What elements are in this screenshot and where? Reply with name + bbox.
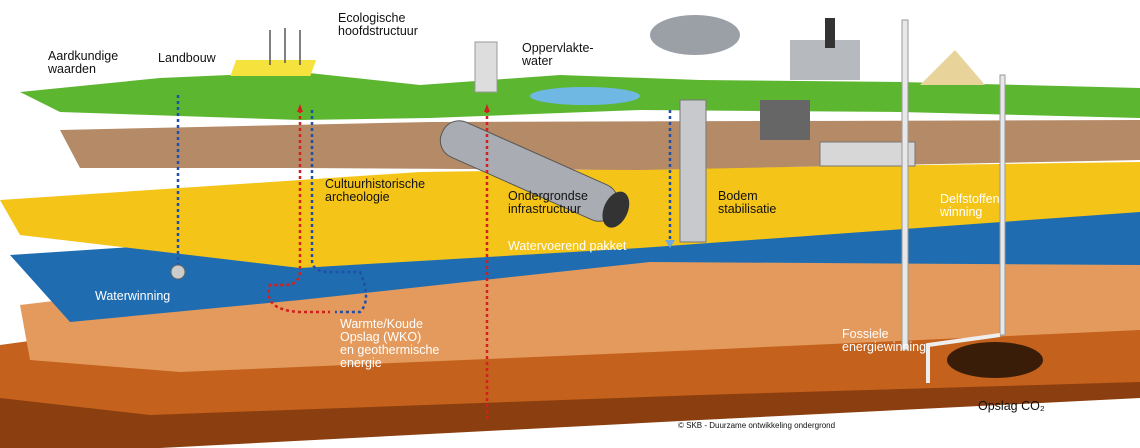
co2-reservoir <box>947 342 1043 378</box>
credit: © SKB - Duurzame ontwikkeling ondergrond <box>678 421 835 430</box>
label-line: archeologie <box>325 190 390 204</box>
label: Watervoerend pakket <box>508 239 627 253</box>
quarry-heap <box>920 50 985 85</box>
church <box>475 42 497 92</box>
well-end <box>171 265 185 279</box>
label-line: Ondergrondse <box>508 189 588 203</box>
label-line: winning <box>939 205 982 219</box>
label-line: Landbouw <box>158 51 217 65</box>
foundation <box>760 100 810 140</box>
label-line: water <box>521 54 553 68</box>
well-pipe <box>902 20 908 350</box>
label: Landbouw <box>158 51 217 65</box>
label-line: Ecologische <box>338 11 405 25</box>
label-line: Fossiele <box>842 327 889 341</box>
label-line: en geothermische <box>340 343 439 357</box>
label: Waterwinning <box>95 289 170 303</box>
label-line: Bodem <box>718 189 758 203</box>
label-line: Opslag CO₂ <box>978 399 1045 413</box>
label-line: hoofdstructuur <box>338 24 418 38</box>
label-line: Opslag (WKO) <box>340 330 421 344</box>
label-line: stabilisatie <box>718 202 776 216</box>
label-line: waarden <box>47 62 96 76</box>
wall <box>680 100 706 242</box>
label-line: energiewinning <box>842 340 926 354</box>
co2-pipe <box>1000 75 1005 335</box>
field <box>230 60 316 76</box>
label-line: Aardkundige <box>48 49 118 63</box>
cloud <box>650 15 740 55</box>
label-line: Cultuurhistorische <box>325 177 425 191</box>
pond <box>530 87 640 105</box>
label-line: Warmte/Koude <box>340 317 423 331</box>
layer-tan <box>60 120 1140 170</box>
label-line: Waterwinning <box>95 289 170 303</box>
label-line: energie <box>340 356 382 370</box>
label-line: Delfstoffen <box>940 192 1000 206</box>
diagram: Aardkundigewaarden Landbouw Ecologischehoo… <box>0 0 1140 448</box>
label-line: Oppervlakte- <box>522 41 594 55</box>
chimney <box>825 18 835 48</box>
label: Opslag CO₂ <box>978 399 1045 413</box>
label-line: infrastructuur <box>508 202 581 216</box>
label: Oppervlakte-water <box>521 41 594 68</box>
turbines <box>270 28 300 65</box>
basement <box>820 142 915 166</box>
label-line: Watervoerend pakket <box>508 239 627 253</box>
